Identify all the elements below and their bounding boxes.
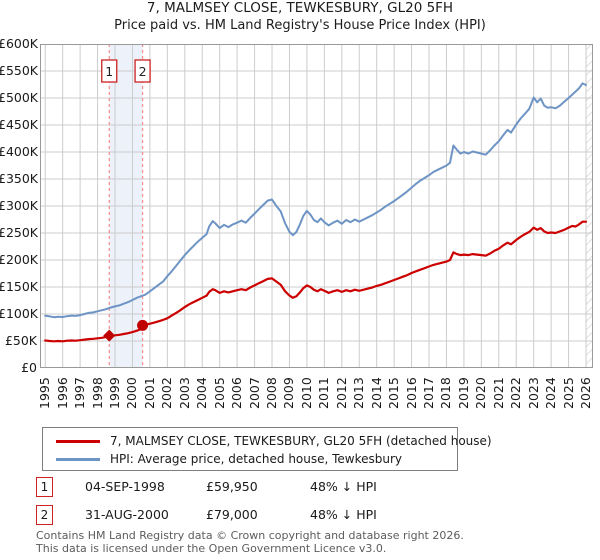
x-tick-label: 2009 [281, 377, 297, 409]
transaction-row-1: 1 04-SEP-1998 £59,950 48% ↓ HPI [0, 477, 600, 497]
plot-border [40, 44, 593, 368]
legend-label-hpi: HPI: Average price, detached house, Tewk… [110, 452, 403, 466]
x-tick-label: 2021 [490, 377, 506, 409]
footer-line-2: This data is licensed under the Open Gov… [36, 541, 387, 555]
legend-item-hpi: HPI: Average price, detached house, Tewk… [43, 450, 457, 468]
x-tick-label: 2013 [351, 377, 367, 409]
x-tick-label: 2007 [246, 377, 262, 409]
transaction-1-date: 04-SEP-1998 [85, 479, 165, 494]
legend-label-property: 7, MALMSEY CLOSE, TEWKESBURY, GL20 5FH (… [110, 434, 492, 448]
transaction-2-vs-hpi: 48% ↓ HPI [310, 507, 377, 522]
x-tick-label: 2018 [438, 377, 454, 409]
transaction-row-2: 2 31-AUG-2000 £79,000 48% ↓ HPI [0, 505, 600, 525]
transaction-1-price: £59,950 [206, 479, 258, 494]
transaction-1-number-badge: 1 [36, 477, 53, 497]
transaction-2-number-badge: 2 [36, 505, 53, 525]
x-tick-label: 2015 [386, 377, 402, 409]
x-tick-label: 2000 [124, 377, 140, 409]
chart-legend: 7, MALMSEY CLOSE, TEWKESBURY, GL20 5FH (… [42, 427, 492, 471]
x-tick-label: 2020 [473, 377, 489, 409]
x-tick-label: 1998 [89, 377, 105, 409]
legend-line-red [56, 439, 100, 443]
sale-1-marker [103, 329, 116, 342]
transaction-2-date: 31-AUG-2000 [85, 507, 169, 522]
title-block: 7, MALMSEY CLOSE, TEWKESBURY, GL20 5FH P… [0, 0, 600, 33]
sale-2-label-box [134, 59, 151, 83]
chart-subtitle: Price paid vs. HM Land Registry's House … [114, 18, 486, 33]
y-tick-label: £400K [0, 144, 39, 159]
x-tick-label: 2026 [578, 377, 594, 409]
license-footer: Contains HM Land Registry data © Crown c… [36, 529, 464, 555]
series-hpi-line [44, 82, 587, 319]
y-tick-label: £150K [0, 279, 39, 294]
x-tick-label: 2003 [176, 377, 192, 409]
y-tick-label: £50K [4, 333, 37, 348]
y-tick-label: £0 [21, 360, 37, 375]
x-tick-label: 2023 [525, 377, 541, 409]
x-tick-label: 1995 [37, 377, 53, 409]
x-tick-label: 1997 [72, 377, 88, 409]
y-tick-label: £600K [0, 36, 39, 51]
x-tick-label: 2005 [211, 377, 227, 409]
transaction-2-price: £79,000 [206, 507, 258, 522]
x-tick-label: 2022 [508, 377, 524, 409]
legend-item-property: 7, MALMSEY CLOSE, TEWKESBURY, GL20 5FH (… [43, 432, 492, 450]
x-tick-label: 2004 [194, 377, 210, 409]
x-tick-label: 1996 [54, 377, 70, 409]
sale-1-label-text: 1 [105, 64, 113, 79]
y-tick-label: £500K [0, 90, 39, 105]
x-tick-label: 2016 [403, 377, 419, 409]
chart-title: 7, MALMSEY CLOSE, TEWKESBURY, GL20 5FH [146, 0, 454, 16]
x-tick-label: 2014 [368, 377, 384, 409]
x-tick-label: 2011 [316, 377, 332, 409]
y-tick-label: £350K [0, 171, 39, 186]
x-tick-label: 2017 [421, 377, 437, 409]
legend-line-blue [56, 457, 100, 461]
sale-2-label-text: 2 [139, 64, 147, 79]
x-tick-label: 2001 [141, 377, 157, 409]
x-tick-label: 2006 [229, 377, 245, 409]
y-tick-label: £200K [0, 252, 39, 267]
x-tick-label: 2012 [333, 377, 349, 409]
transaction-1-vs-hpi: 48% ↓ HPI [310, 479, 377, 494]
x-tick-label: 2002 [159, 377, 175, 409]
y-tick-label: £450K [0, 117, 39, 132]
y-tick-label: £250K [0, 225, 39, 240]
x-tick-label: 2010 [298, 377, 314, 409]
x-tick-label: 2008 [264, 377, 280, 409]
footer-line-1: Contains HM Land Registry data © Crown c… [36, 529, 464, 542]
sale-2-marker [137, 319, 149, 331]
sale-1-label-box [101, 59, 118, 83]
y-tick-label: £300K [0, 198, 39, 213]
x-tick-label: 2024 [543, 377, 559, 409]
x-tick-label: 1999 [107, 377, 122, 409]
x-tick-label: 2019 [455, 377, 471, 409]
y-tick-label: £550K [0, 63, 39, 78]
x-tick-label: 2025 [560, 377, 576, 409]
y-tick-label: £100K [0, 306, 39, 321]
